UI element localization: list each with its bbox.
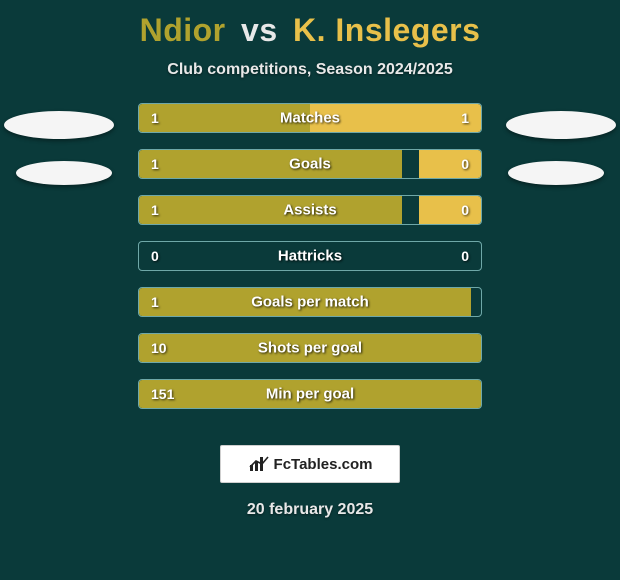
player2-badge-bottom bbox=[508, 161, 604, 185]
stat-label: Assists bbox=[139, 202, 481, 219]
page-title: Ndior vs K. Inslegers bbox=[0, 12, 620, 49]
stat-rows: 11Matches 10Goals 10Assists 00Hattricks 1Goa… bbox=[138, 103, 482, 425]
stat-label: Goals per match bbox=[139, 294, 481, 311]
stats-arena: 11Matches 10Goals 10Assists 00Hattricks 1Goa… bbox=[0, 103, 620, 423]
chart-icon bbox=[248, 455, 270, 473]
stat-row: 1Goals per match bbox=[138, 287, 482, 317]
subtitle: Club competitions, Season 2024/2025 bbox=[0, 61, 620, 79]
stat-row: 10Assists bbox=[138, 195, 482, 225]
player1-badge-top bbox=[4, 111, 114, 139]
comparison-card: Ndior vs K. Inslegers Club competitions,… bbox=[0, 0, 620, 580]
stat-row: 10Goals bbox=[138, 149, 482, 179]
title-vs: vs bbox=[241, 12, 278, 48]
stat-row: 10Shots per goal bbox=[138, 333, 482, 363]
stat-label: Hattricks bbox=[139, 248, 481, 265]
brand-badge: FcTables.com bbox=[220, 445, 400, 483]
footer-date: 20 february 2025 bbox=[0, 501, 620, 519]
stat-label: Goals bbox=[139, 156, 481, 173]
player2-badge-top bbox=[506, 111, 616, 139]
stat-label: Min per goal bbox=[139, 386, 481, 403]
stat-row: 00Hattricks bbox=[138, 241, 482, 271]
player1-badge-bottom bbox=[16, 161, 112, 185]
stat-label: Matches bbox=[139, 110, 481, 127]
stat-label: Shots per goal bbox=[139, 340, 481, 357]
stat-row: 151Min per goal bbox=[138, 379, 482, 409]
title-player2: K. Inslegers bbox=[293, 12, 480, 48]
brand-text: FcTables.com bbox=[274, 456, 373, 473]
stat-row: 11Matches bbox=[138, 103, 482, 133]
title-player1: Ndior bbox=[140, 12, 226, 48]
